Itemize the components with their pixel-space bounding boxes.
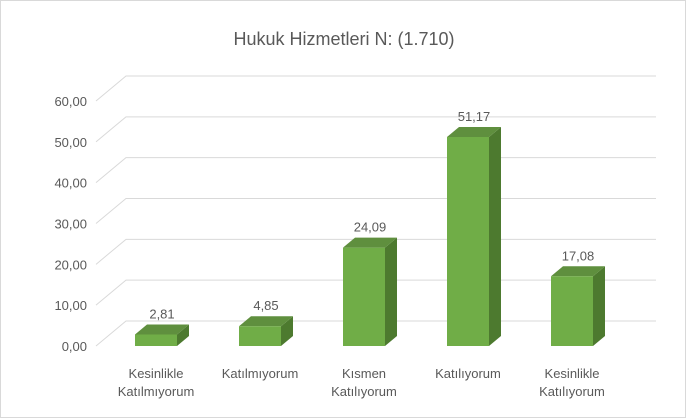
bar xyxy=(239,316,293,346)
bar-side xyxy=(281,316,293,346)
data-label: 2,81 xyxy=(149,307,174,322)
data-label: 4,85 xyxy=(253,298,278,313)
bar xyxy=(343,237,397,346)
grid-line xyxy=(95,157,656,184)
data-label: 17,08 xyxy=(562,248,595,263)
x-tick-label: Katılıyorum xyxy=(435,366,501,381)
bar xyxy=(447,127,501,346)
x-tick-label: Kesinlikle Katılıyorum xyxy=(539,366,605,399)
bar-front xyxy=(135,334,177,346)
x-tick-label: Kesinlikle Katılmıyorum xyxy=(117,366,195,399)
bar-side xyxy=(385,237,397,346)
y-tick-label: 20,00 xyxy=(54,257,87,272)
bar-top xyxy=(343,237,397,248)
grid-line xyxy=(95,116,656,143)
bar-side xyxy=(177,324,189,346)
bar-side xyxy=(593,266,605,346)
bar-front xyxy=(551,276,593,346)
bar-side xyxy=(489,127,501,346)
data-label: 24,09 xyxy=(354,220,387,235)
x-tick-label: Kısmen Katılıyorum xyxy=(331,366,397,399)
chart-title: Hukuk Hizmetleri N: (1.710) xyxy=(233,29,454,49)
y-tick-label: 0,00 xyxy=(62,339,87,354)
bar xyxy=(551,266,605,346)
data-label: 51,17 xyxy=(458,109,491,124)
x-tick-label: Katılmıyorum xyxy=(221,366,299,381)
y-tick-label: 60,00 xyxy=(54,94,87,109)
y-tick-label: 50,00 xyxy=(54,135,87,150)
y-tick-label: 10,00 xyxy=(54,298,87,313)
bar-top xyxy=(239,316,293,327)
bar xyxy=(135,324,189,346)
y-tick-label: 40,00 xyxy=(54,176,87,191)
bar-top xyxy=(447,127,501,138)
bar-top xyxy=(135,324,189,335)
bar-top xyxy=(551,266,605,277)
bar-front xyxy=(239,326,281,346)
bar-front xyxy=(447,137,489,346)
y-tick-label: 30,00 xyxy=(54,217,87,232)
grid-line xyxy=(95,75,656,102)
bar-front xyxy=(343,247,385,346)
